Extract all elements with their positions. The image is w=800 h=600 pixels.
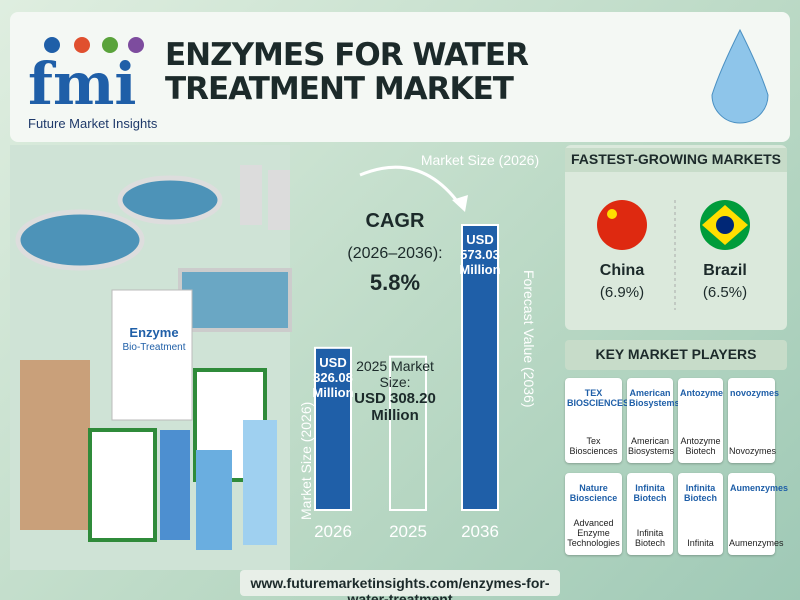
product-name: Enzyme bbox=[129, 325, 179, 340]
players-title-bg bbox=[565, 340, 787, 370]
market-rate: (6.9%) bbox=[599, 284, 645, 301]
bags bbox=[20, 360, 90, 530]
basin bbox=[178, 268, 292, 332]
cagr-value: 5.8% bbox=[369, 270, 421, 295]
footer-url: www.futuremarketinsights.com/enzymes-for… bbox=[250, 575, 550, 600]
player-name: Novozymes bbox=[729, 446, 777, 457]
market-name: Brazil bbox=[703, 262, 747, 279]
player-name: Aumenzymes bbox=[729, 538, 784, 549]
logo-dot bbox=[128, 37, 144, 53]
title: ENZYMES FOR WATER TREATMENT MARKET bbox=[165, 37, 529, 108]
water-drop bbox=[711, 28, 769, 124]
bucket bbox=[88, 428, 157, 542]
player-card: Nature Bioscience Advanced Enzyme Technol… bbox=[565, 473, 622, 555]
player-card: TEX BIOSCIENCES Tex Biosciences bbox=[565, 378, 630, 463]
player-card: novozymes Novozymes bbox=[728, 378, 780, 463]
silo bbox=[268, 170, 290, 230]
player-logo: Infinita Biotech bbox=[683, 483, 717, 503]
bottle bbox=[196, 450, 232, 550]
bar-outline bbox=[389, 355, 427, 512]
annotation: 2025 Market Size: bbox=[356, 358, 434, 390]
logo-dot bbox=[44, 37, 60, 53]
logo-dot bbox=[102, 37, 118, 53]
player-name: American Biosystems bbox=[628, 436, 675, 457]
logo-dot bbox=[74, 37, 90, 53]
player-logo: Antozyme bbox=[680, 388, 724, 398]
product-type: Bio-Treatment bbox=[122, 342, 186, 353]
player-name: Infinita Biotech bbox=[634, 528, 666, 549]
flag-star bbox=[607, 209, 617, 219]
player-name: Advanced Enzyme Technologies bbox=[567, 518, 620, 549]
y-axis-label: Market Size (2026) bbox=[298, 401, 314, 520]
markets-card bbox=[565, 145, 787, 330]
y2-axis-label: Forecast Value (2036) bbox=[521, 270, 537, 408]
flag-globe bbox=[716, 216, 734, 234]
chart-title: Market Size (2026) bbox=[420, 152, 540, 168]
footer-bg bbox=[240, 570, 560, 596]
x-tick-label: 2036 bbox=[461, 522, 499, 541]
silo bbox=[240, 165, 262, 225]
cagr-label: CAGR bbox=[365, 210, 425, 232]
bottle bbox=[160, 430, 190, 540]
arrow-head bbox=[452, 195, 468, 212]
company: Future Market Insights bbox=[28, 116, 158, 131]
player-name: Antozyme Biotech bbox=[680, 436, 721, 457]
bar bbox=[314, 346, 352, 512]
market-rate: (6.5%) bbox=[702, 284, 748, 301]
player-card: American Biosystems American Biosystems bbox=[627, 378, 680, 463]
player-logo: TEX BIOSCIENCES bbox=[567, 388, 630, 408]
brand: fmi bbox=[28, 50, 137, 118]
player-name: Infinita bbox=[687, 538, 714, 549]
player-card: Infinita Biotech Infinita bbox=[678, 473, 723, 555]
bag bbox=[111, 289, 193, 421]
value-label: USD 308.20 Million bbox=[354, 390, 436, 424]
value-label: USD 326.08 Million bbox=[312, 354, 354, 400]
player-card: Antozyme Antozyme Biotech bbox=[678, 378, 723, 463]
tank bbox=[117, 175, 223, 225]
players-title: KEY MARKET PLAYERS bbox=[595, 346, 757, 362]
x-tick-label: 2025 bbox=[389, 522, 427, 541]
flag-china bbox=[597, 200, 647, 250]
market-name: China bbox=[599, 262, 645, 279]
bar bbox=[461, 224, 499, 511]
player-logo: Aumenzymes bbox=[730, 483, 789, 493]
player-logo: Nature Bioscience bbox=[569, 483, 618, 503]
cagr-period: (2026–2036): bbox=[347, 245, 443, 262]
markets-title-bg bbox=[565, 148, 787, 172]
player-name: Tex Biosciences bbox=[569, 436, 618, 457]
player-card: Infinita Biotech Infinita Biotech bbox=[627, 473, 673, 555]
player-logo: Infinita Biotech bbox=[633, 483, 667, 503]
header-card bbox=[10, 12, 790, 142]
markets-title: FASTEST-GROWING MARKETS bbox=[571, 151, 781, 167]
tank bbox=[15, 209, 145, 271]
arrow bbox=[359, 165, 462, 206]
player-logo: American Biosystems bbox=[629, 388, 680, 408]
player-card: Aumenzymes Aumenzymes bbox=[728, 473, 789, 555]
value-label: USD 573.03 Million bbox=[459, 232, 501, 277]
x-tick-label: 2026 bbox=[314, 522, 352, 541]
bottle bbox=[243, 420, 277, 545]
player-logo: novozymes bbox=[730, 388, 780, 398]
